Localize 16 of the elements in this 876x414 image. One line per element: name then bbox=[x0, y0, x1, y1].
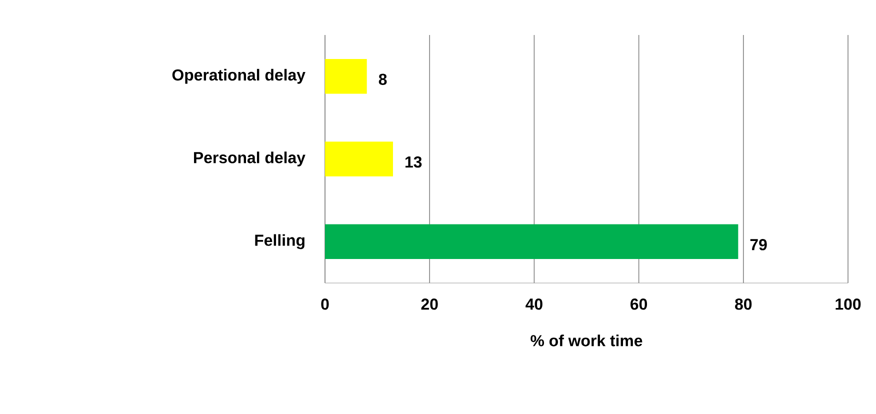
y-tick-label: Operational delay bbox=[172, 68, 306, 84]
x-tick-label: 80 bbox=[735, 298, 752, 310]
bar bbox=[325, 58, 367, 94]
y-tick-label: Personal delay bbox=[194, 152, 306, 166]
data-label: 79 bbox=[750, 239, 767, 250]
data-label: 8 bbox=[378, 74, 387, 85]
x-tick-label: 20 bbox=[421, 298, 438, 310]
bar bbox=[325, 224, 738, 260]
y-tick-label: Felling bbox=[255, 234, 304, 250]
x-axis-title: % of work time bbox=[530, 334, 642, 346]
x-tick-label: 60 bbox=[630, 298, 648, 310]
x-tick-label: 100 bbox=[836, 298, 861, 310]
x-tick-label: 0 bbox=[321, 298, 329, 310]
x-tick-label: 40 bbox=[526, 298, 542, 310]
data-label: 13 bbox=[406, 156, 422, 168]
bar bbox=[325, 142, 393, 176]
